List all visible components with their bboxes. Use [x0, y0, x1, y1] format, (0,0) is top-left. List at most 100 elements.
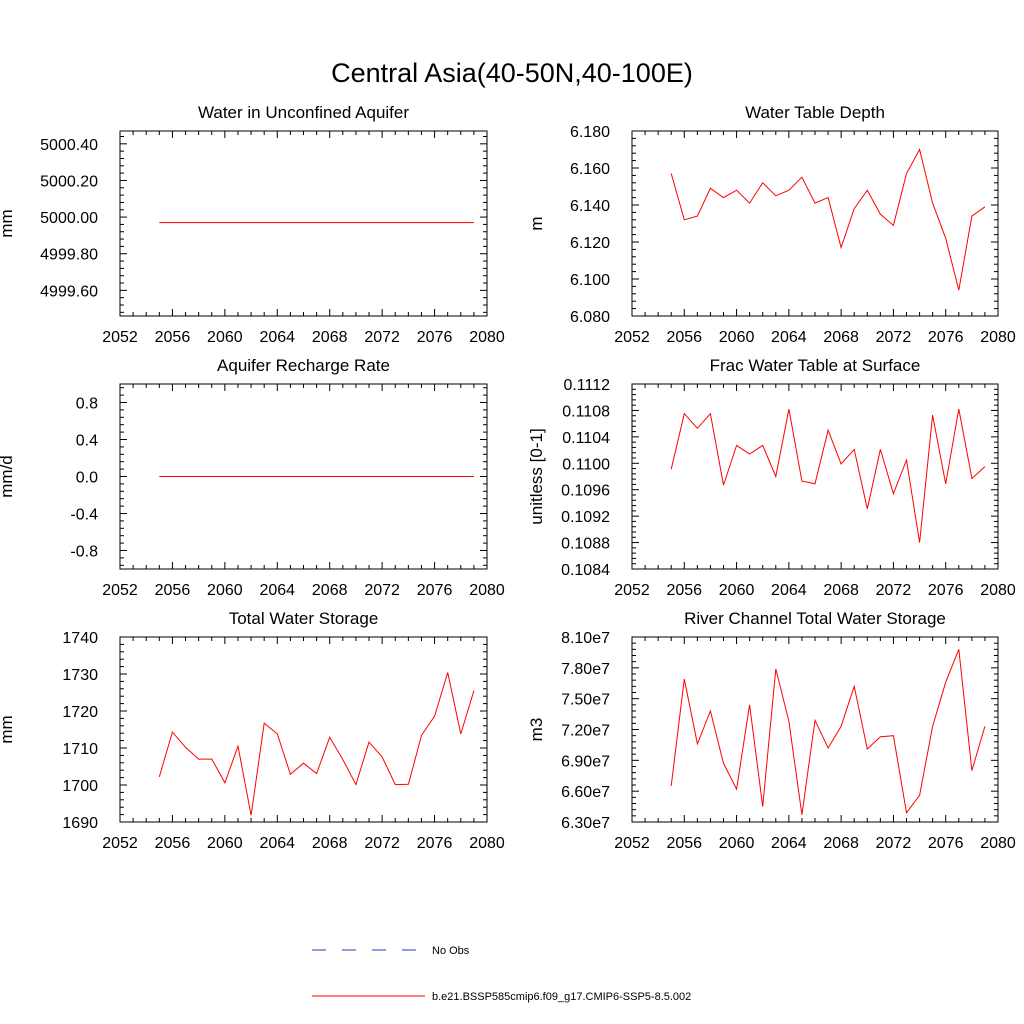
x-tick-label: 2052 [614, 835, 650, 852]
y-tick-label: 1710 [62, 741, 98, 758]
y-tick-label: 1720 [62, 704, 98, 721]
x-tick-label: 2052 [102, 329, 138, 346]
y-tick-label: 0.1084 [561, 562, 610, 579]
x-tick-label: 2072 [364, 582, 400, 599]
y-tick-label: 1700 [62, 778, 98, 795]
y-tick-label: 6.90e7 [561, 753, 610, 770]
y-tick-label: 4999.80 [40, 247, 98, 264]
plot-frame [119, 130, 488, 317]
x-tick-label: 2076 [928, 835, 964, 852]
y-tick-label: 5000.40 [40, 137, 98, 154]
x-tick-label: 2072 [364, 835, 400, 852]
y-tick-label: 0.1112 [563, 377, 610, 394]
series-line-1 [670, 148, 986, 291]
panel-title: Aquifer Recharge Rate [217, 356, 390, 375]
x-tick-label: 2068 [823, 582, 859, 599]
panel-title: Water in Unconfined Aquifer [198, 103, 409, 122]
x-tick-label: 2076 [417, 582, 453, 599]
x-tick-label: 2056 [666, 835, 702, 852]
legend-label-no-obs: No Obs [432, 945, 470, 957]
figure-title: Central Asia(40-50N,40-100E) [331, 58, 693, 88]
y-tick-label: 6.180 [570, 124, 610, 141]
panel-4: Frac Water Table at Surface 2052 2056 2060 2… [527, 356, 1016, 599]
y-tick-label: 0.1108 [562, 403, 610, 420]
x-tick-label: 2076 [417, 329, 453, 346]
y-tick-label: 5000.00 [40, 210, 98, 227]
x-tick-label: 2064 [771, 582, 807, 599]
x-tick-label: 2080 [980, 582, 1016, 599]
x-tick-label: 2056 [155, 329, 191, 346]
x-tick-label: 2080 [980, 835, 1016, 852]
x-tick-label: 2052 [102, 582, 138, 599]
y-tick-label: 0.1100 [562, 456, 610, 473]
plot-frame [631, 636, 999, 823]
x-tick-label: 2076 [417, 835, 453, 852]
panel-1: Water in Unconfined Aquifer 2052 2056 2060 2… [0, 103, 505, 346]
panel-3: Aquifer Recharge Rate 2052 2056 2060 2064 206… [0, 356, 505, 599]
series-line-1 [670, 409, 986, 543]
y-tick-label: 0.1092 [561, 509, 610, 526]
y-tick-label: 6.140 [570, 198, 610, 215]
y-tick-label: 0.0 [76, 470, 98, 487]
y-tick-label: 8.10e7 [561, 630, 610, 647]
x-tick-label: 2076 [928, 329, 964, 346]
y-tick-label: 6.120 [570, 235, 610, 252]
y-tick-label: 0.1088 [561, 536, 610, 553]
x-tick-label: 2056 [155, 582, 191, 599]
x-tick-label: 2060 [207, 582, 243, 599]
x-tick-label: 2064 [259, 329, 295, 346]
y-axis-label: mm [0, 715, 16, 743]
y-axis-label: mm/d [0, 455, 16, 498]
y-axis-label: m [527, 216, 546, 230]
panel-title: Total Water Storage [229, 609, 379, 628]
plot-frame [631, 130, 999, 317]
x-tick-label: 2072 [876, 835, 912, 852]
y-tick-label: 6.100 [570, 272, 610, 289]
x-tick-label: 2072 [364, 329, 400, 346]
x-tick-label: 2068 [312, 329, 348, 346]
y-tick-label: 6.60e7 [561, 784, 610, 801]
x-tick-label: 2080 [980, 329, 1016, 346]
x-tick-label: 2060 [719, 582, 755, 599]
y-tick-label: 0.1104 [562, 430, 610, 447]
x-tick-label: 2068 [312, 835, 348, 852]
y-axis-label: unitless [0-1] [527, 428, 546, 524]
y-tick-label: 1740 [62, 630, 98, 647]
x-tick-label: 2072 [876, 582, 912, 599]
legend-label-model-run: b.e21.BSSP585cmip6.f09_g17.CMIP6-SSP5-8.… [432, 991, 691, 1003]
y-axis-label: m3 [527, 718, 546, 742]
x-tick-label: 2064 [771, 835, 807, 852]
series-line-1 [158, 672, 475, 816]
x-tick-label: 2068 [312, 582, 348, 599]
y-tick-label: 0.4 [76, 433, 98, 450]
x-tick-label: 2068 [823, 835, 859, 852]
x-tick-label: 2064 [259, 582, 295, 599]
x-tick-label: 2056 [666, 329, 702, 346]
panel-title: River Channel Total Water Storage [684, 609, 946, 628]
y-tick-label: 6.160 [570, 161, 610, 178]
y-tick-label: 6.30e7 [561, 815, 610, 832]
plot-frame [631, 383, 999, 570]
x-tick-label: 2080 [469, 582, 505, 599]
plot-frame [119, 636, 488, 823]
x-tick-label: 2080 [469, 835, 505, 852]
x-tick-label: 2056 [155, 835, 191, 852]
y-tick-label: 1730 [62, 667, 98, 684]
panel-5: Total Water Storage 2052 2056 2060 2064 2068 2… [0, 609, 505, 852]
series-line-1 [670, 649, 986, 815]
x-tick-label: 2060 [207, 835, 243, 852]
y-tick-label: 7.20e7 [561, 723, 610, 740]
panels-group: Water in Unconfined Aquifer 2052 2056 2060 2… [0, 103, 1016, 852]
x-tick-label: 2080 [469, 329, 505, 346]
x-tick-label: 2052 [614, 582, 650, 599]
x-tick-label: 2060 [719, 835, 755, 852]
panel-title: Frac Water Table at Surface [710, 356, 921, 375]
x-tick-label: 2052 [614, 329, 650, 346]
panel-6: River Channel Total Water Storage 2052 205… [527, 609, 1016, 852]
y-tick-label: 0.8 [76, 396, 98, 413]
x-tick-label: 2064 [259, 835, 295, 852]
x-tick-label: 2072 [876, 329, 912, 346]
y-tick-label: 6.080 [570, 309, 610, 326]
y-axis-label: mm [0, 209, 16, 237]
